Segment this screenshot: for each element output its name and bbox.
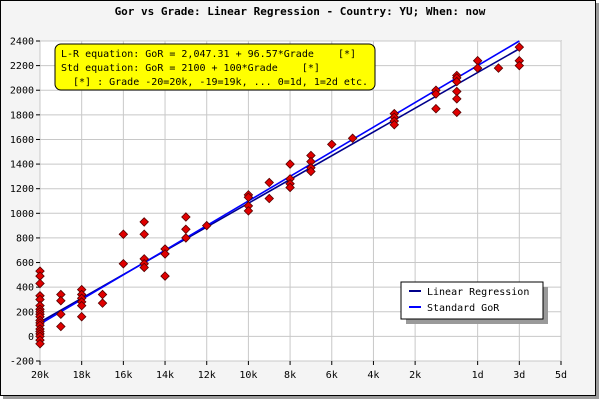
y-tick-label: 1200 xyxy=(10,184,34,195)
data-point xyxy=(285,182,295,193)
legend-linear-regression: Linear Regression xyxy=(427,287,529,298)
legend: Linear Regression Standard GoR xyxy=(400,281,548,324)
x-tick-label: 4k xyxy=(367,370,379,381)
data-point xyxy=(347,133,358,143)
data-point xyxy=(181,212,191,222)
y-tick-label: 1400 xyxy=(10,160,34,171)
data-point xyxy=(76,311,87,322)
y-tick-label: 1600 xyxy=(10,135,34,146)
y-tick-label: -200 xyxy=(10,357,34,368)
y-tick-label: 1800 xyxy=(10,110,34,121)
x-tick-label: 10k xyxy=(239,370,257,381)
x-tick-label: 5d xyxy=(555,370,567,381)
grade-note: [*] : Grade -20=20k, -19=19k, ... 0=1d, … xyxy=(73,77,368,88)
series-line-standard-gor xyxy=(39,40,520,325)
data-point xyxy=(201,220,212,231)
data-point xyxy=(514,60,525,71)
data-point xyxy=(306,166,316,177)
y-tick-label: 200 xyxy=(16,307,34,318)
data-point xyxy=(160,271,170,281)
data-point xyxy=(181,233,191,243)
data-point xyxy=(264,193,275,204)
data-point xyxy=(76,300,87,311)
x-tick-label: 8k xyxy=(284,370,296,381)
y-tick-label: 2200 xyxy=(10,61,34,72)
y-tick-label: 400 xyxy=(16,283,34,294)
data-points xyxy=(35,42,525,349)
chart-title: Gor vs Grade: Linear Regression - Countr… xyxy=(115,5,486,18)
data-point xyxy=(56,295,66,306)
data-point xyxy=(160,249,170,259)
data-point xyxy=(514,42,525,52)
data-point xyxy=(56,321,66,332)
lr-equation: L-R equation: GoR = 2,047.31 + 96.57*Gra… xyxy=(61,49,356,60)
x-tick-label: 14k xyxy=(156,370,174,381)
data-point xyxy=(452,107,462,118)
x-tick-label: 18k xyxy=(73,370,91,381)
std-equation: Std equation: GoR = 2100 + 100*Grade [*] xyxy=(61,63,320,74)
y-tick-label: 800 xyxy=(16,233,34,244)
legend-bg xyxy=(400,281,544,320)
y-tick-label: 2000 xyxy=(10,86,34,97)
x-tick-label: 2k xyxy=(409,370,421,381)
data-point xyxy=(326,139,337,150)
data-point xyxy=(139,262,149,273)
x-tick-label: 20k xyxy=(31,370,49,381)
data-point xyxy=(431,103,441,114)
y-axis-ticks: -200 0 200 400 600 800 1000 1200 1400 1600 1800 200… xyxy=(10,37,40,368)
legend-standard-gor: Standard GoR xyxy=(427,303,500,314)
data-point xyxy=(118,229,129,239)
data-point xyxy=(243,206,254,216)
y-tick-label: 1000 xyxy=(10,209,34,220)
x-tick-label: 16k xyxy=(114,370,132,381)
x-tick-label: 12k xyxy=(198,370,216,381)
data-point xyxy=(97,298,108,308)
data-point xyxy=(139,229,149,239)
data-point xyxy=(452,76,462,87)
data-point xyxy=(56,309,66,319)
y-tick-label: 2400 xyxy=(10,37,34,48)
data-point xyxy=(285,159,295,169)
data-point xyxy=(139,217,149,227)
data-point xyxy=(431,89,441,99)
data-point xyxy=(35,278,45,289)
data-point xyxy=(35,339,45,349)
x-tick-label: 6k xyxy=(326,370,338,381)
equation-box: L-R equation: GoR = 2,047.31 + 96.57*Gra… xyxy=(54,43,376,91)
data-point xyxy=(452,94,462,104)
data-point xyxy=(472,63,483,73)
data-point xyxy=(389,119,400,130)
equation-box-bg xyxy=(54,43,376,91)
y-tick-label: 0 xyxy=(28,332,34,343)
x-axis-ticks: 20k 18k 16k 14k 12k 10k 8k 6k 4k 2k 1d 3d 5d xyxy=(31,361,567,381)
x-tick-label: 1d xyxy=(472,370,484,381)
x-tick-label: 3d xyxy=(513,370,525,381)
data-point xyxy=(118,259,129,269)
data-point xyxy=(264,177,275,188)
y-tick-label: 600 xyxy=(16,258,34,269)
data-point xyxy=(493,63,504,73)
